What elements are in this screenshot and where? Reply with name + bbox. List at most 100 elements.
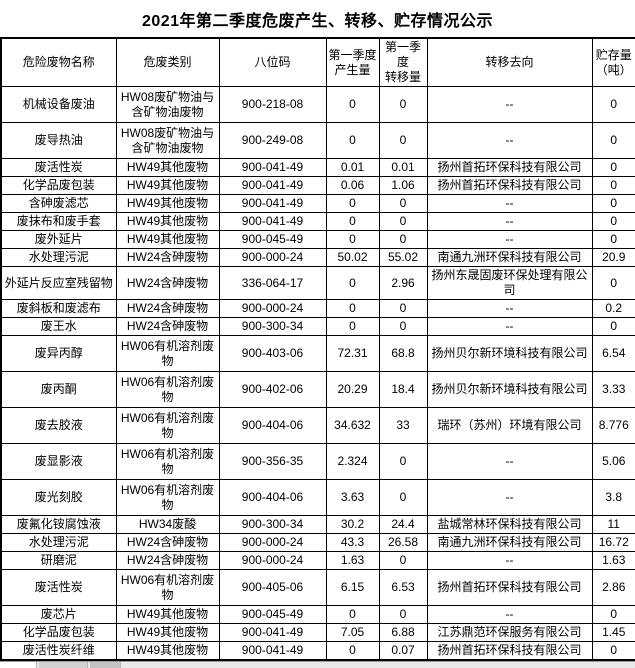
cell-category: HW06有机溶剂废物: [115, 443, 220, 480]
cell-code: 900-300-34: [218, 317, 327, 336]
cell-category: HW06有机溶剂废物: [115, 335, 220, 372]
cell-q1_produced: 0: [325, 299, 380, 318]
cell-q1_transferred: 0: [378, 212, 428, 231]
table-row: 废芯片 HW49其他废物 900-045-49 0 0 -- 0: [0, 605, 635, 624]
cell-category: HW06有机溶剂废物: [115, 371, 220, 408]
cell-q1_produced: 0: [325, 86, 380, 123]
cell-name: 研磨泥: [0, 551, 117, 570]
cell-name: 废丙酮: [0, 371, 117, 408]
sheet-tab[interactable]: [0, 662, 37, 668]
sheet-tab[interactable]: [39, 662, 88, 668]
cell-name: 废斜板和废滤布: [0, 299, 117, 318]
table-row: 废显影液 HW06有机溶剂废物 900-356-35 2.324 0 -- 5.06: [0, 443, 635, 480]
col-header-q1-transferred: 第一季度 转移量: [378, 37, 428, 87]
cell-q1_produced: 0: [325, 122, 380, 159]
cell-q1_produced: 3.63: [325, 479, 380, 516]
cell-storage: 20.9: [591, 248, 635, 267]
col-header-q1-produced: 第一季度 产生量: [325, 37, 380, 87]
cell-name: 废去胶液: [0, 407, 117, 444]
cell-storage: 0: [591, 86, 635, 123]
cell-q1_transferred: 2.96: [378, 266, 428, 300]
cell-destination: --: [426, 230, 593, 249]
cell-category: HW49其他废物: [115, 212, 220, 231]
cell-category: HW24含砷废物: [115, 248, 220, 267]
cell-code: 900-000-24: [218, 533, 327, 552]
col-header-destination: 转移去向: [426, 37, 593, 87]
cell-q1_produced: 0: [325, 212, 380, 231]
table-row: 废异丙醇 HW06有机溶剂废物 900-403-06 72.31 68.8 扬州贝尔新环境…: [0, 335, 635, 372]
cell-destination: 盐城常林环保科技有限公司: [426, 515, 593, 534]
cell-destination: 扬州贝尔新环境科技有限公司: [426, 371, 593, 408]
cell-storage: 1.45: [591, 623, 635, 642]
cell-name: 水处理污泥: [0, 533, 117, 552]
cell-destination: 瑞环（苏州）环境有限公司: [426, 407, 593, 444]
table-row: 水处理污泥 HW24含砷废物 900-000-24 50.02 55.02 南通九洲环保科…: [0, 248, 635, 267]
cell-q1_transferred: 0.07: [378, 641, 428, 661]
cell-storage: 0: [591, 317, 635, 336]
cell-q1_produced: 1.63: [325, 551, 380, 570]
cell-destination: 扬州首拓环保科技有限公司: [426, 569, 593, 606]
cell-storage: 0: [591, 605, 635, 624]
cell-name: 废抹布和废手套: [0, 212, 117, 231]
sheet-tab-strip: [0, 661, 635, 668]
cell-code: 900-000-24: [218, 248, 327, 267]
cell-code: 900-404-06: [218, 407, 327, 444]
cell-category: HW49其他废物: [115, 176, 220, 195]
cell-category: HW24含砷废物: [115, 266, 220, 300]
cell-q1_produced: 20.29: [325, 371, 380, 408]
cell-name: 废王水: [0, 317, 117, 336]
cell-q1_transferred: 6.53: [378, 569, 428, 606]
cell-q1_transferred: 0: [378, 479, 428, 516]
cell-q1_produced: 34.632: [325, 407, 380, 444]
cell-category: HW08废矿物油与含矿物油废物: [115, 86, 220, 123]
table-row: 废导热油 HW08废矿物油与含矿物油废物 900-249-08 0 0 -- 0: [0, 122, 635, 159]
cell-code: 900-403-06: [218, 335, 327, 372]
cell-q1_transferred: 0: [378, 317, 428, 336]
col-header-waste-name: 危险废物名称: [0, 37, 117, 87]
cell-destination: --: [426, 605, 593, 624]
cell-destination: 扬州首拓环保科技有限公司: [426, 176, 593, 195]
cell-code: 336-064-17: [218, 266, 327, 300]
cell-category: HW24含砷废物: [115, 551, 220, 570]
cell-category: HW49其他废物: [115, 194, 220, 213]
cell-code: 900-000-24: [218, 299, 327, 318]
cell-category: HW08废矿物油与含矿物油废物: [115, 122, 220, 159]
cell-destination: 江苏鼎范环保服务有限公司: [426, 623, 593, 642]
cell-category: HW06有机溶剂废物: [115, 479, 220, 516]
cell-destination: 扬州首拓环保科技有限公司: [426, 641, 593, 661]
cell-storage: 0: [591, 641, 635, 661]
table-row: 化学品废包装 HW49其他废物 900-041-49 7.05 6.88 江苏鼎范环保服务…: [0, 623, 635, 642]
table-row: 废活性炭纤维 HW49其他废物 900-041-49 0 0.07 扬州首拓环保科技有限公…: [0, 641, 635, 661]
cell-category: HW24含砷废物: [115, 299, 220, 318]
cell-destination: --: [426, 299, 593, 318]
cell-category: HW24含砷废物: [115, 533, 220, 552]
cell-storage: 3.33: [591, 371, 635, 408]
cell-q1_transferred: 26.58: [378, 533, 428, 552]
table-row: 废抹布和废手套 HW49其他废物 900-041-49 0 0 -- 0: [0, 212, 635, 231]
cell-name: 水处理污泥: [0, 248, 117, 267]
cell-storage: 11: [591, 515, 635, 534]
cell-code: 900-405-06: [218, 569, 327, 606]
cell-destination: --: [426, 86, 593, 123]
cell-destination: 扬州东晟固废环保处理有限公司: [426, 266, 593, 300]
cell-q1_produced: 0: [325, 605, 380, 624]
table-row: 废氟化铵腐蚀液 HW34废酸 900-300-34 30.2 24.4 盐城常林环保科技有…: [0, 515, 635, 534]
cell-q1_produced: 7.05: [325, 623, 380, 642]
cell-code: 900-045-49: [218, 230, 327, 249]
cell-q1_transferred: 6.88: [378, 623, 428, 642]
sheet-tab[interactable]: [90, 662, 121, 668]
cell-q1_produced: 6.15: [325, 569, 380, 606]
cell-storage: 0: [591, 176, 635, 195]
waste-table-body: 机械设备废油 HW08废矿物油与含矿物油废物 900-218-08 0 0 -- 0 废导热油…: [0, 86, 635, 661]
page-title: 2021年第二季度危废产生、转移、贮存情况公示: [141, 12, 494, 30]
cell-code: 900-000-24: [218, 551, 327, 570]
cell-name: 化学品废包装: [0, 176, 117, 195]
cell-destination: 南通九洲环保科技有限公司: [426, 533, 593, 552]
cell-name: 废活性炭纤维: [0, 641, 117, 661]
cell-name: 废氟化铵腐蚀液: [0, 515, 117, 534]
cell-q1_transferred: 0: [378, 230, 428, 249]
cell-q1_transferred: 0: [378, 194, 428, 213]
cell-code: 900-045-49: [218, 605, 327, 624]
cell-storage: 16.72: [591, 533, 635, 552]
cell-code: 900-402-06: [218, 371, 327, 408]
